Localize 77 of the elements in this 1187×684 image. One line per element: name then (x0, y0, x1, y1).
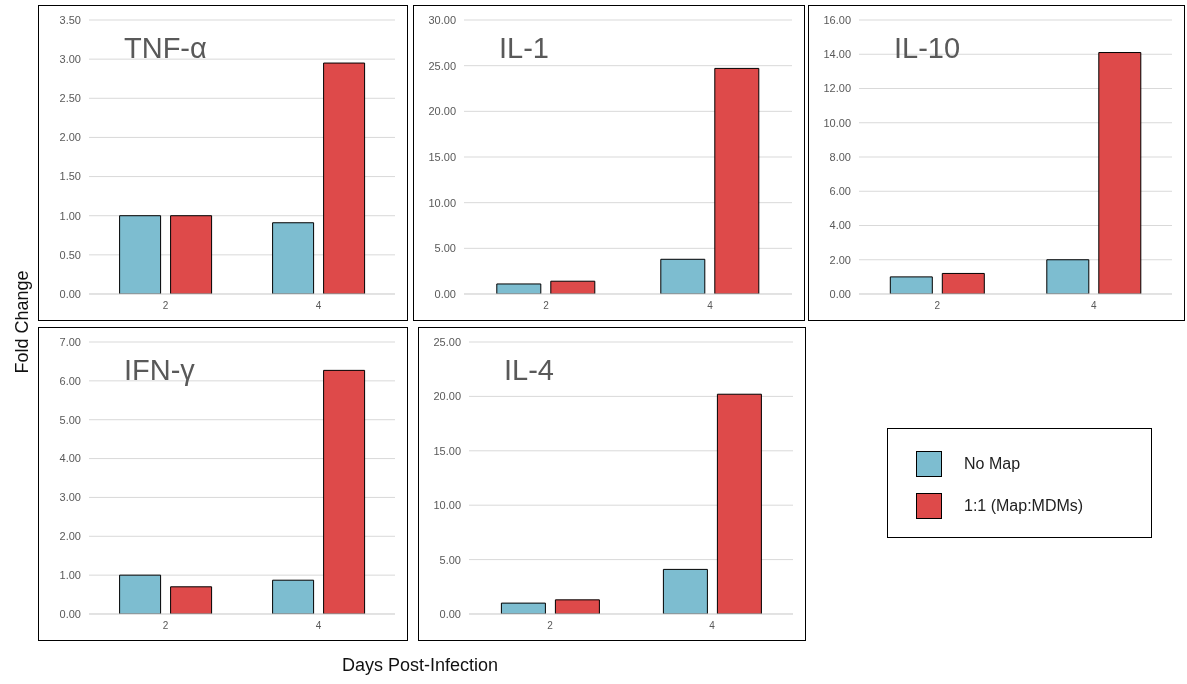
y-tick-label: 6.00 (829, 185, 851, 198)
y-tick-label: 0.00 (434, 287, 456, 300)
y-tick-label: 5.00 (439, 553, 461, 566)
y-tick-label: 10.00 (823, 116, 851, 129)
bar (272, 579, 315, 614)
y-tick-label: 12.00 (823, 82, 851, 95)
y-tick-label: 8.00 (829, 150, 851, 163)
chart-title: IL-4 (504, 354, 554, 387)
bar (1098, 52, 1142, 294)
y-tick-label: 3.00 (59, 53, 81, 66)
y-tick-label: 0.00 (59, 607, 81, 620)
y-tick-label: 20.00 (433, 390, 461, 403)
x-tick-label: 4 (1090, 300, 1097, 312)
legend-label: No Map (964, 455, 1021, 473)
y-tick-label: 10.00 (433, 499, 461, 512)
bar (119, 574, 162, 614)
bar (714, 67, 760, 294)
bar (550, 280, 596, 294)
y-tick-label: 0.00 (59, 287, 81, 300)
y-axis-title: Fold Change (11, 270, 33, 374)
y-tick-label: 0.00 (439, 607, 461, 620)
bar (716, 393, 762, 614)
y-tick-label: 3.50 (59, 13, 81, 26)
bar (660, 258, 706, 294)
y-tick-label: 1.00 (59, 209, 81, 222)
y-tick-label: 10.00 (428, 196, 456, 209)
x-tick-label: 4 (315, 300, 322, 312)
bar (170, 586, 213, 614)
y-tick-label: 4.00 (59, 452, 81, 465)
bar (170, 215, 213, 294)
y-tick-label: 15.00 (428, 150, 456, 163)
y-tick-label: 5.00 (59, 413, 81, 426)
x-tick-label: 4 (707, 300, 714, 312)
bar (119, 215, 162, 294)
y-tick-label: 4.00 (829, 219, 851, 232)
y-tick-label: 25.00 (433, 335, 461, 348)
y-tick-label: 2.50 (59, 92, 81, 105)
chart-title: TNF-α (124, 32, 207, 65)
y-tick-label: 15.00 (433, 444, 461, 457)
y-tick-label: 7.00 (59, 335, 81, 348)
chart-title: IFN-γ (124, 354, 195, 387)
y-tick-label: 5.00 (434, 242, 456, 255)
bar (272, 222, 315, 294)
y-tick-label: 3.00 (59, 491, 81, 504)
x-tick-label: 4 (315, 620, 322, 632)
y-tick-label: 20.00 (428, 105, 456, 118)
chart-title: IL-10 (894, 32, 961, 65)
x-tick-label: 2 (162, 620, 169, 632)
bar (1046, 259, 1090, 294)
y-tick-label: 2.00 (59, 131, 81, 144)
y-tick-label: 30.00 (428, 13, 456, 26)
x-tick-label: 2 (543, 300, 550, 312)
y-tick-label: 6.00 (59, 374, 81, 387)
y-tick-label: 1.00 (59, 569, 81, 582)
y-tick-label: 14.00 (823, 48, 851, 61)
y-tick-label: 2.00 (59, 530, 81, 543)
bar (323, 62, 366, 294)
bar (500, 602, 546, 614)
bar (554, 599, 600, 614)
y-tick-label: 1.50 (59, 170, 81, 183)
y-tick-label: 25.00 (428, 59, 456, 72)
y-tick-label: 16.00 (823, 13, 851, 26)
bar (941, 272, 985, 294)
x-tick-label: 2 (934, 300, 941, 312)
y-tick-label: 0.00 (829, 287, 851, 300)
bar (889, 276, 933, 294)
y-tick-label: 2.00 (829, 253, 851, 266)
x-tick-label: 2 (547, 620, 554, 632)
y-tick-label: 0.50 (59, 248, 81, 261)
x-tick-label: 2 (162, 300, 169, 312)
chart-title: IL-1 (499, 32, 549, 65)
legend-label: 1:1 (Map:MDMs) (964, 497, 1084, 515)
bar (323, 369, 366, 614)
x-tick-label: 4 (709, 620, 716, 632)
bar (496, 283, 542, 294)
bar (662, 568, 708, 614)
x-axis-title: Days Post-Infection (341, 654, 499, 676)
